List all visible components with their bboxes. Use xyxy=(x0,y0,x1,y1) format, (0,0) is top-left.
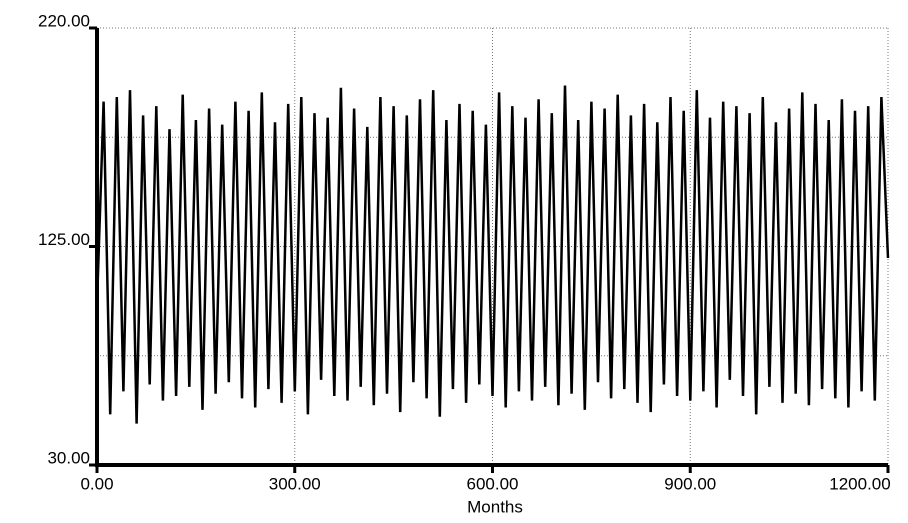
y-tick-label: 125.00 xyxy=(38,230,90,249)
y-tick-label: 220.00 xyxy=(38,11,90,30)
x-tick-label: 300.00 xyxy=(269,474,321,493)
x-tick-label: 0.00 xyxy=(80,474,113,493)
x-tick-label: 1200.00 xyxy=(829,474,890,493)
y-tick-label: 30.00 xyxy=(47,448,90,467)
x-axis-label: Months xyxy=(467,497,523,516)
line xyxy=(95,85,890,424)
x-tick-label: 900.00 xyxy=(664,474,716,493)
x-tick-label: 600.00 xyxy=(467,474,519,493)
